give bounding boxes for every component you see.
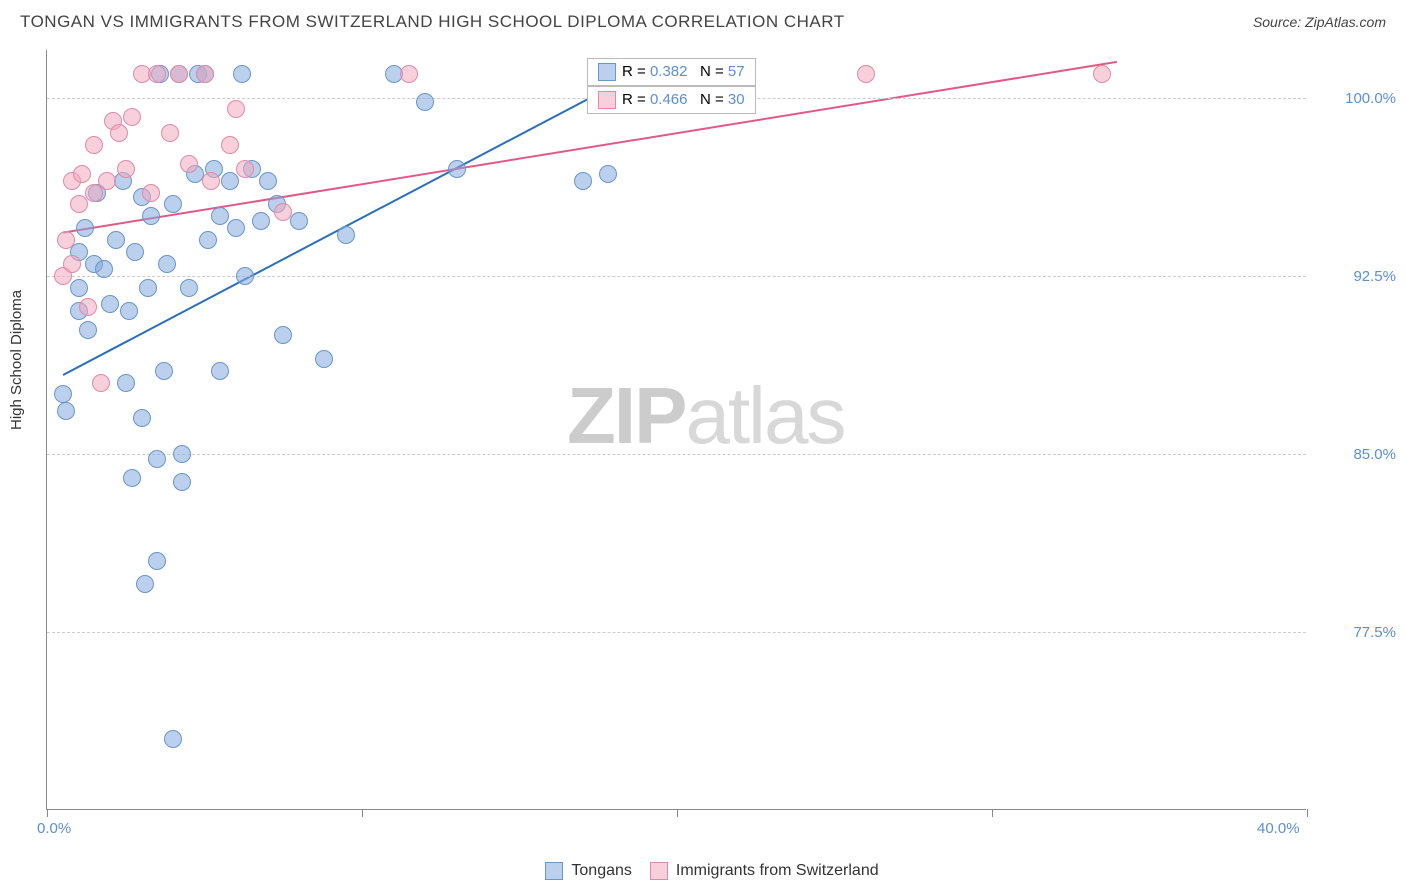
data-point [227,100,245,118]
legend-label: Immigrants from Switzerland [676,862,879,879]
data-point [196,65,214,83]
data-point [117,160,135,178]
data-point [123,108,141,126]
x-tick-label: 0.0% [37,820,71,837]
data-point [57,231,75,249]
data-point [274,203,292,221]
data-point [133,409,151,427]
data-point [148,65,166,83]
n-value: 57 [728,63,745,80]
data-point [259,172,277,190]
x-tick-mark [1307,809,1308,817]
data-point [173,473,191,491]
data-point [337,226,355,244]
legend-label: Tongans [571,862,632,879]
n-value: 30 [728,91,745,108]
x-tick-mark [362,809,363,817]
data-point [199,231,217,249]
data-point [139,279,157,297]
data-point [227,219,245,237]
data-point [252,212,270,230]
data-point [416,93,434,111]
legend-swatch [598,91,616,109]
data-point [123,469,141,487]
data-point [180,279,198,297]
r-value: 0.382 [650,63,688,80]
legend-bottom: Tongans Immigrants from Switzerland [0,862,1406,880]
data-point [158,255,176,273]
legend-swatch [598,63,616,81]
scatter-chart: ZIPatlas 77.5%85.0%92.5%100.0%0.0%40.0%R… [46,50,1306,810]
data-point [148,450,166,468]
data-point [400,65,418,83]
trend-lines-svg [47,50,1306,809]
r-value: 0.466 [650,91,688,108]
data-point [70,279,88,297]
data-point [79,321,97,339]
data-point [117,374,135,392]
data-point [211,362,229,380]
legend-stats: R = 0.466 N = 30 [587,86,756,114]
data-point [136,575,154,593]
data-point [290,212,308,230]
y-tick-label: 100.0% [1316,90,1396,107]
data-point [95,260,113,278]
legend-swatch [650,862,668,880]
data-point [85,136,103,154]
y-tick-label: 85.0% [1316,446,1396,463]
data-point [142,207,160,225]
data-point [73,165,91,183]
data-point [202,172,220,190]
data-point [236,267,254,285]
data-point [101,295,119,313]
data-point [233,65,251,83]
data-point [107,231,125,249]
data-point [164,730,182,748]
data-point [161,124,179,142]
data-point [79,298,97,316]
data-point [148,552,166,570]
legend-stats: R = 0.382 N = 57 [587,58,756,86]
data-point [448,160,466,178]
data-point [574,172,592,190]
data-point [155,362,173,380]
y-tick-label: 77.5% [1316,624,1396,641]
page-title: TONGAN VS IMMIGRANTS FROM SWITZERLAND HI… [20,12,845,32]
data-point [211,207,229,225]
data-point [70,195,88,213]
data-point [170,65,188,83]
data-point [57,402,75,420]
x-tick-mark [992,809,993,817]
data-point [120,302,138,320]
data-point [599,165,617,183]
data-point [92,374,110,392]
data-point [236,160,254,178]
data-point [315,350,333,368]
data-point [857,65,875,83]
x-tick-label: 40.0% [1257,820,1300,837]
data-point [1093,65,1111,83]
data-point [54,385,72,403]
gridline [47,454,1306,455]
x-tick-mark [47,809,48,817]
data-point [142,184,160,202]
legend-swatch [545,862,563,880]
data-point [63,255,81,273]
data-point [173,445,191,463]
data-point [164,195,182,213]
data-point [180,155,198,173]
data-point [221,172,239,190]
data-point [221,136,239,154]
y-tick-label: 92.5% [1316,268,1396,285]
gridline [47,632,1306,633]
y-axis-label: High School Diploma [8,290,25,430]
data-point [126,243,144,261]
x-tick-mark [677,809,678,817]
source-label: Source: ZipAtlas.com [1253,14,1386,30]
data-point [110,124,128,142]
data-point [76,219,94,237]
data-point [98,172,116,190]
data-point [274,326,292,344]
watermark: ZIPatlas [567,370,844,462]
